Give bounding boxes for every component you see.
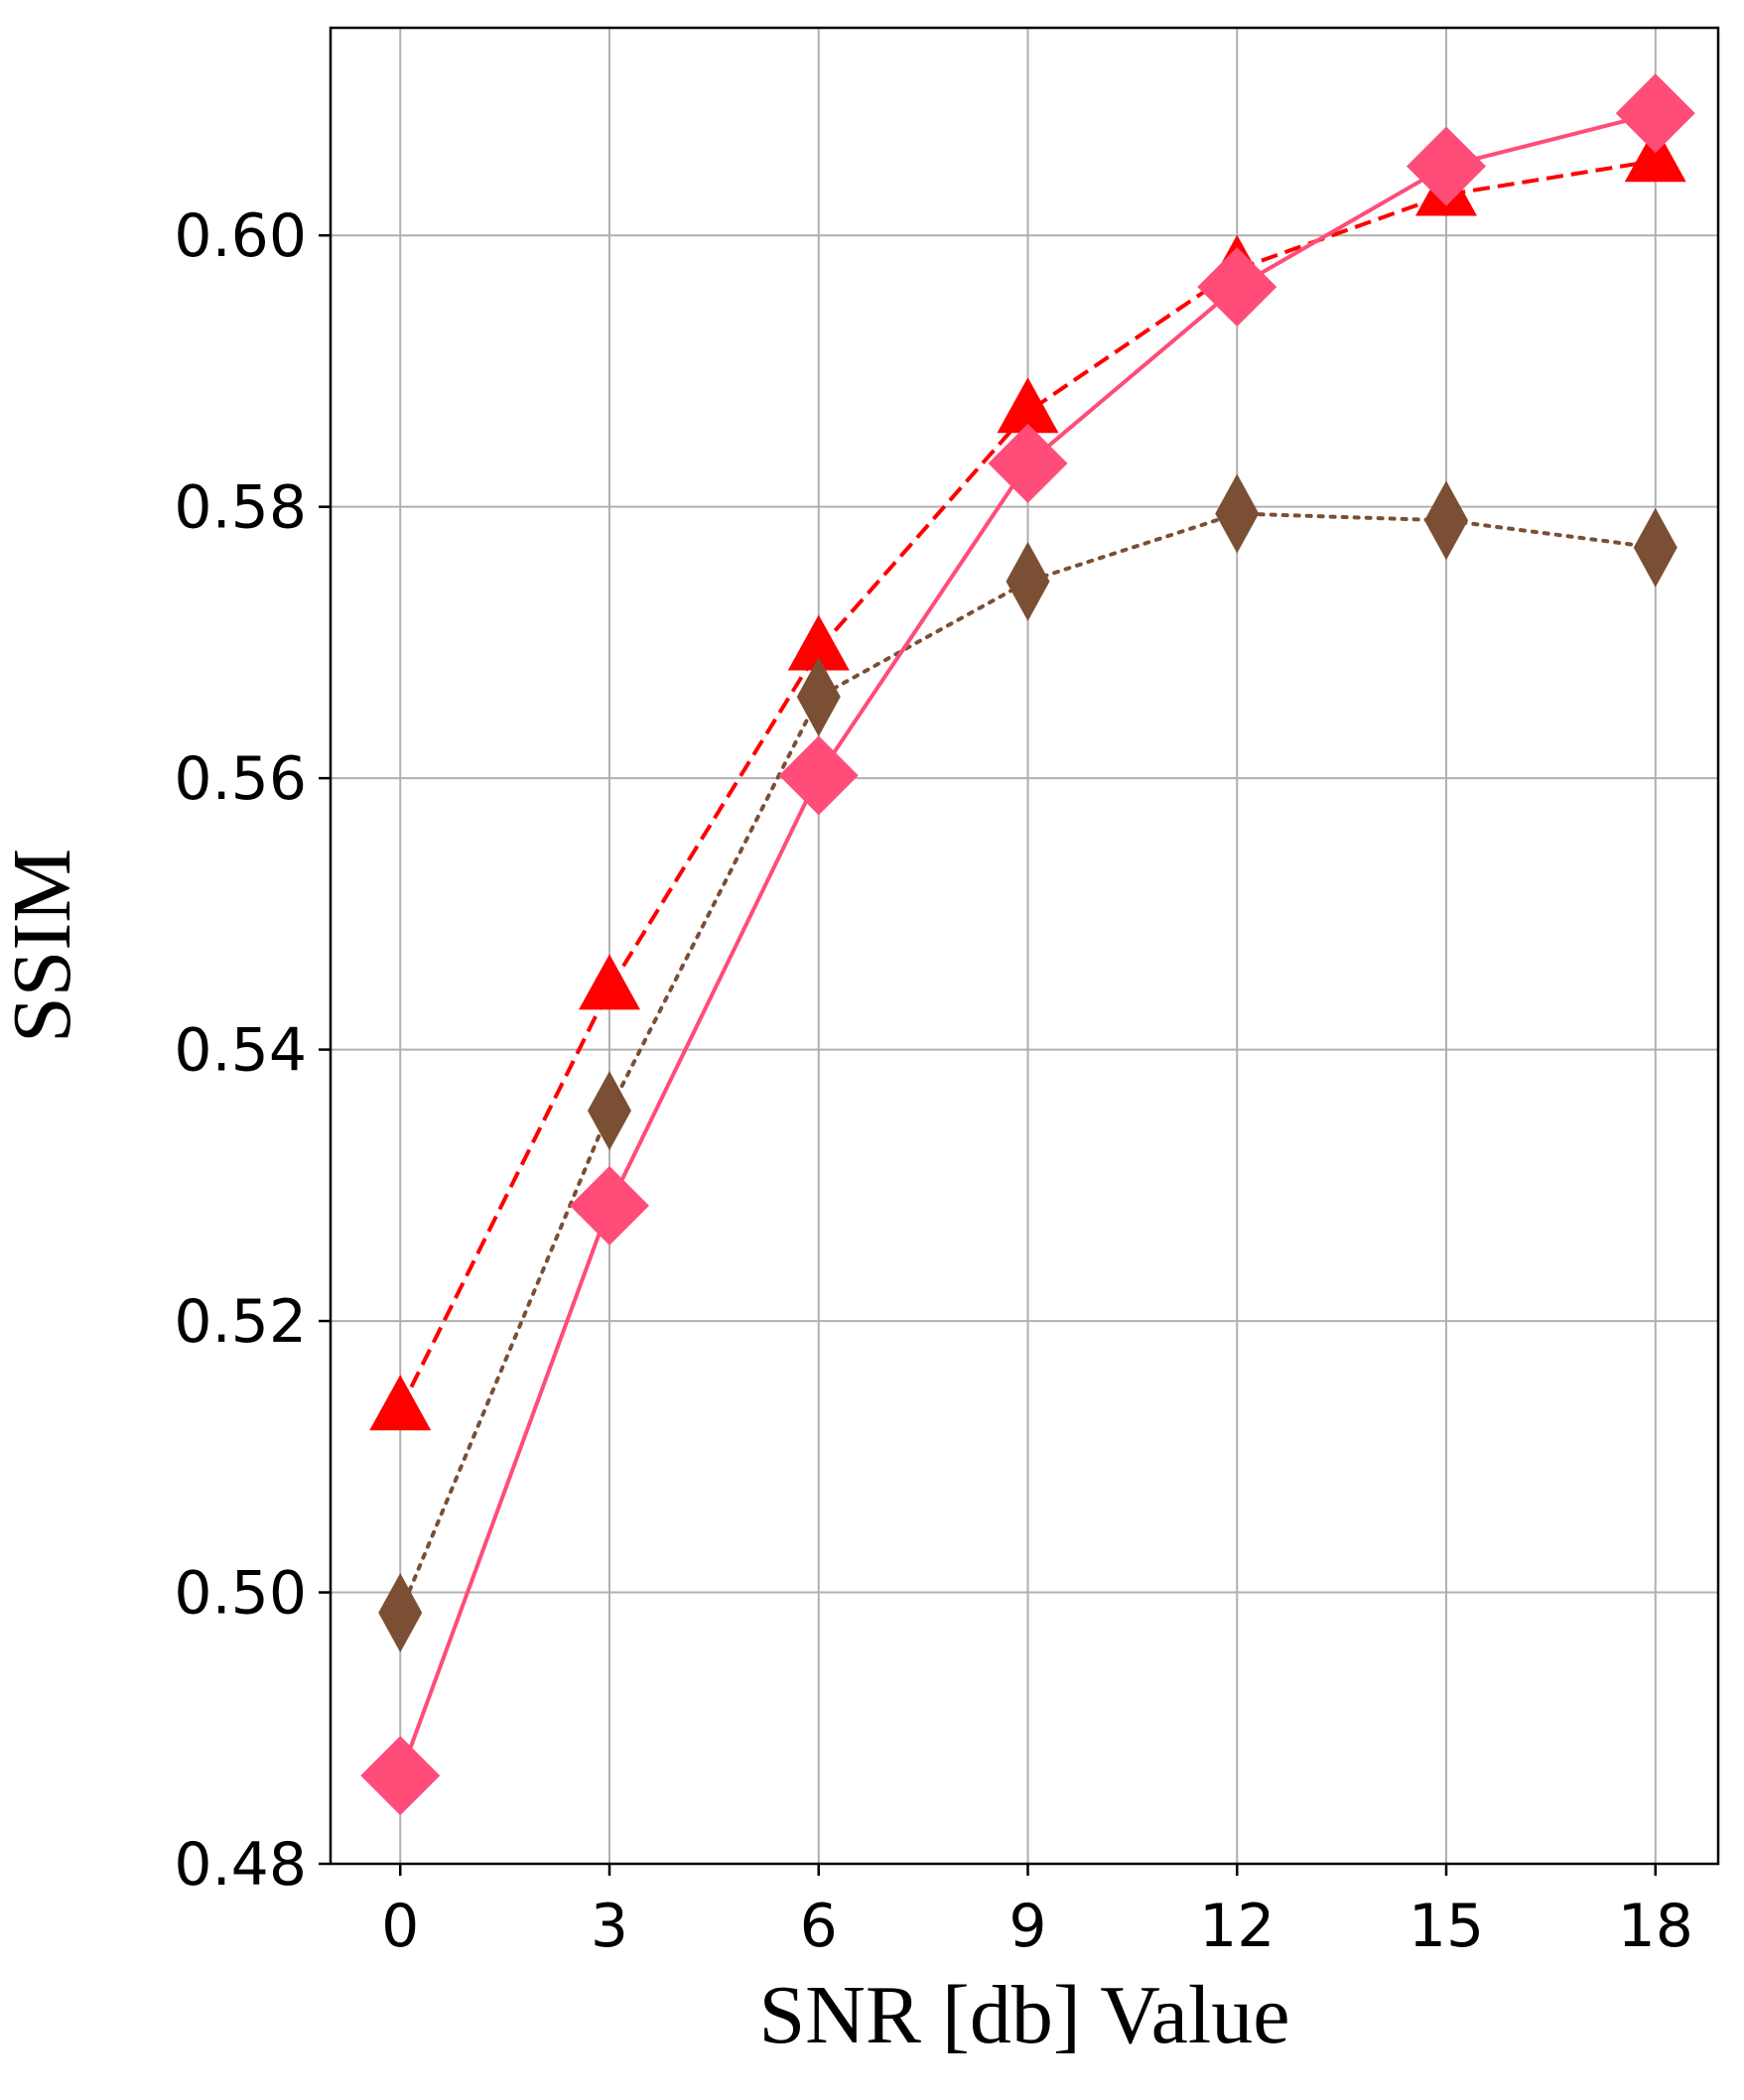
axis-ticks: 0 3 6 9 12 15 18 0.48 0.50 0.52 0.54 0.56 0.58 0.60: [174, 201, 1693, 1961]
series-2: [378, 473, 1677, 1653]
y-tick-label: 0.50: [174, 1559, 307, 1629]
diamond-marker: [778, 735, 859, 816]
thin-diamond-marker: [378, 1573, 423, 1653]
diamond-marker: [1407, 126, 1487, 206]
diamond-marker: [1197, 247, 1277, 328]
y-tick-label: 0.60: [174, 201, 307, 271]
y-tick-label: 0.52: [174, 1287, 307, 1357]
plot-frame: [329, 26, 1720, 1866]
triangle-marker: [997, 377, 1059, 434]
y-tick-label: 0.56: [174, 744, 307, 814]
thin-diamond-marker: [1424, 480, 1469, 561]
x-tick-label: 0: [381, 1892, 419, 1961]
diamond-marker: [570, 1165, 650, 1246]
x-tick-label: 18: [1618, 1892, 1693, 1961]
data-series: [360, 73, 1695, 1816]
thin-diamond-marker: [796, 657, 841, 737]
thin-diamond-marker: [1006, 541, 1050, 621]
diamond-marker: [360, 1736, 441, 1816]
triangle-marker: [787, 614, 850, 671]
triangle-marker: [1624, 126, 1686, 183]
triangle-marker: [369, 1375, 432, 1431]
thin-diamond-marker: [1215, 473, 1260, 554]
x-tick-label: 3: [591, 1892, 628, 1961]
thin-diamond-marker: [588, 1071, 632, 1151]
x-axis-title: SNR [db] Value: [758, 1969, 1289, 2061]
thin-diamond-marker: [1633, 507, 1677, 588]
series-3: [360, 73, 1695, 1816]
y-tick-label: 0.54: [174, 1016, 307, 1086]
y-tick-label: 0.48: [174, 1830, 307, 1900]
diamond-marker: [988, 423, 1068, 503]
x-tick-label: 15: [1409, 1892, 1484, 1961]
y-axis-title: SSIM: [0, 849, 88, 1043]
x-tick-label: 9: [1008, 1892, 1046, 1961]
triangle-marker: [579, 954, 641, 1010]
y-tick-label: 0.58: [174, 473, 307, 543]
x-tick-label: 12: [1199, 1892, 1274, 1961]
diamond-marker: [1615, 73, 1695, 154]
x-tick-label: 6: [800, 1892, 838, 1961]
